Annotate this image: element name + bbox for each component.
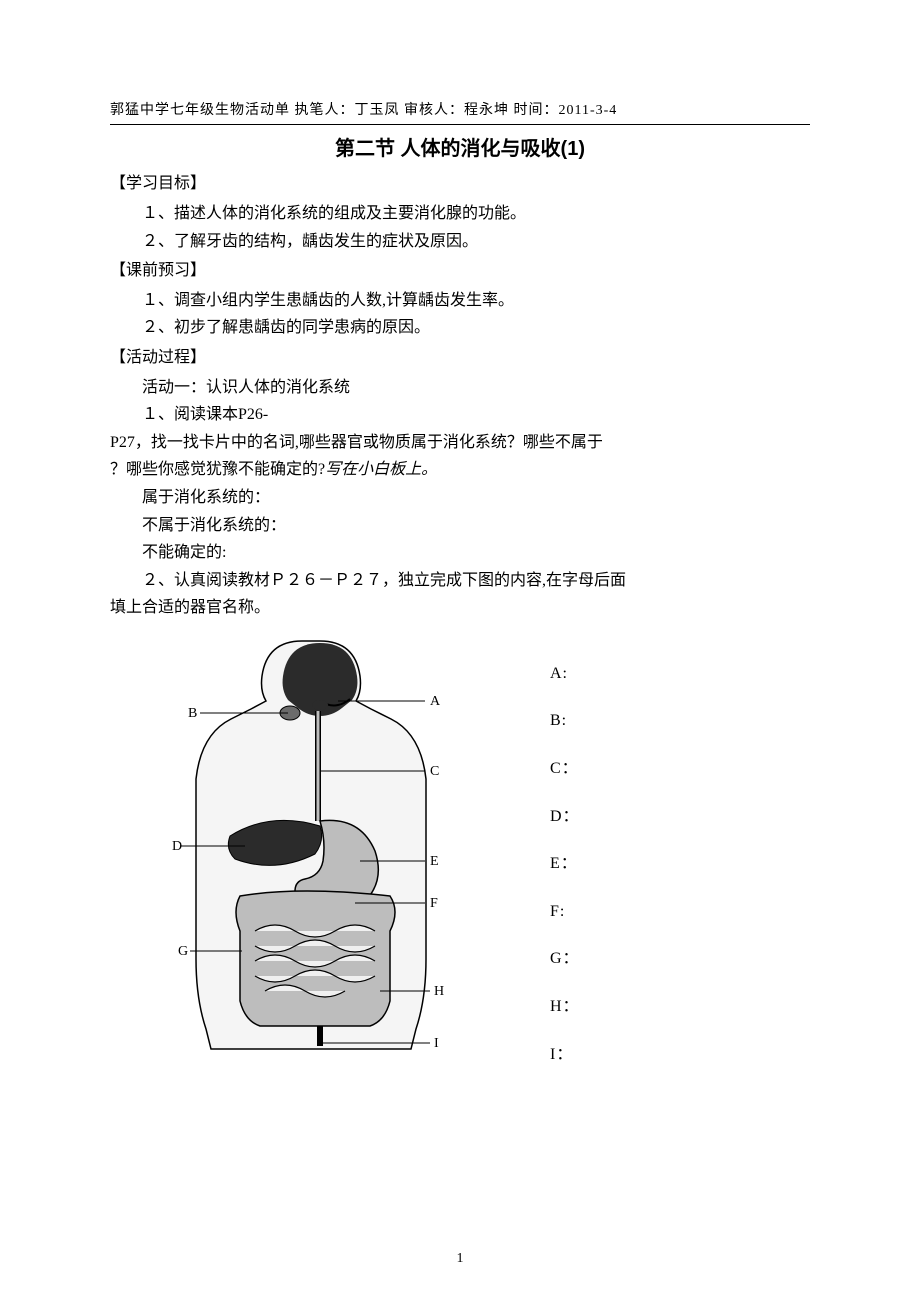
svg-text:C: C: [430, 764, 439, 779]
answer-A: A:: [550, 661, 580, 687]
prestudy-item-1: １、调查小组内学生患龋齿的人数,计算龋齿发生率。: [110, 288, 810, 314]
activity2-line1: ２、认真阅读教材Ｐ２６－Ｐ２７，独立完成下图的内容,在字母后面: [110, 568, 810, 594]
answer-C: C：: [550, 756, 580, 782]
section-activity-head: 【活动过程】: [110, 345, 810, 371]
svg-text:E: E: [430, 854, 439, 869]
svg-text:I: I: [434, 1036, 439, 1051]
svg-text:B: B: [188, 706, 197, 721]
answer-B: B:: [550, 708, 580, 734]
goal-item-1: １、描述人体的消化系统的组成及主要消化腺的功能。: [110, 201, 810, 227]
page-number: 1: [0, 1248, 920, 1270]
doc-header: 郭猛中学七年级生物活动单 执笔人：丁玉凤 审核人：程永坤 时间：2011-3-4: [110, 100, 810, 125]
page-title: 第二节 人体的消化与吸收(1): [110, 133, 810, 165]
section-prestudy-head: 【课前预习】: [110, 258, 810, 284]
answer-column: A: B: C： D： E： F: G： H： I：: [550, 661, 580, 1089]
activity1-line1: １、阅读课本P26-: [110, 402, 810, 428]
notbelong-line: 不属于消化系统的：: [110, 513, 810, 539]
prestudy-item-2: ２、初步了解患龋齿的同学患病的原因。: [110, 315, 810, 341]
activity1-line2: P27，找一找卡片中的名词,哪些器官或物质属于消化系统？哪些不属于: [110, 430, 810, 456]
answer-G: G：: [550, 946, 580, 972]
activity1-line3-italic: 写在小白板上。: [325, 461, 437, 478]
answer-H: H：: [550, 994, 580, 1020]
digestive-system-figure: A B C D E F G H I: [170, 631, 460, 1060]
activity-subtitle: 活动一：认识人体的消化系统: [110, 375, 810, 401]
goal-item-2: ２、了解牙齿的结构，龋齿发生的症状及原因。: [110, 229, 810, 255]
digestive-system-svg: A B C D E F G H I: [170, 631, 460, 1051]
svg-text:A: A: [430, 694, 441, 709]
activity1-line3-prefix: ？哪些你感觉犹豫不能确定的?: [110, 461, 325, 478]
svg-text:G: G: [178, 944, 188, 959]
answer-F: F:: [550, 899, 580, 925]
answer-D: D：: [550, 804, 580, 830]
activity2-line2: 填上合适的器官名称。: [110, 595, 810, 621]
activity1-line3: ？哪些你感觉犹豫不能确定的?写在小白板上。: [110, 457, 810, 483]
belong-line: 属于消化系统的：: [110, 485, 810, 511]
svg-text:F: F: [430, 896, 438, 911]
answer-E: E：: [550, 851, 580, 877]
svg-text:H: H: [434, 984, 444, 999]
section-goals-head: 【学习目标】: [110, 171, 810, 197]
figure-row: A B C D E F G H I A: B: C： D： E： F: G： H…: [110, 631, 810, 1089]
answer-I: I：: [550, 1042, 580, 1068]
svg-text:D: D: [172, 839, 182, 854]
uncertain-line: 不能确定的:: [110, 540, 810, 566]
